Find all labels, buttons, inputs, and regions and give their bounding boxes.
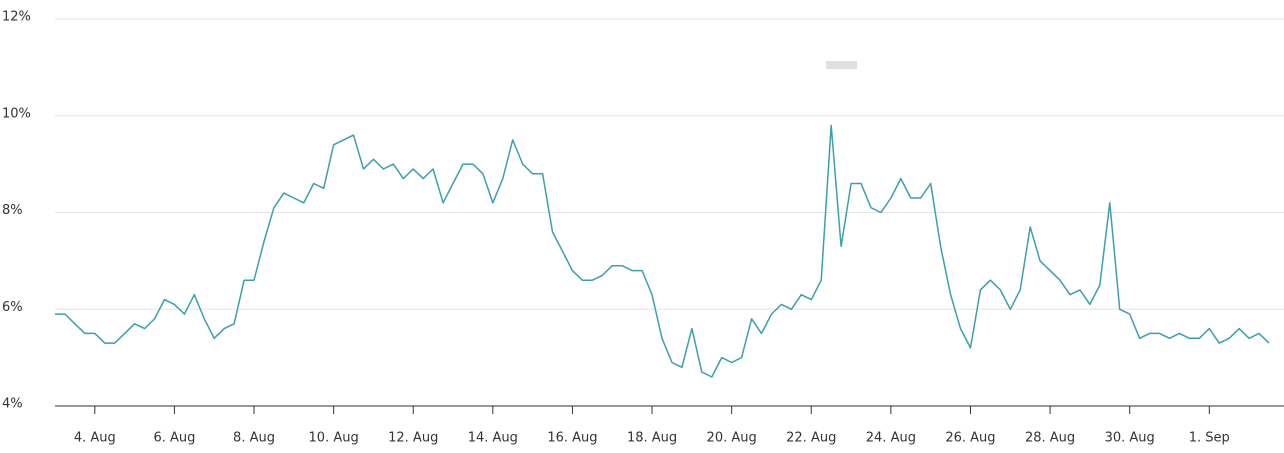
line [55,124,1270,378]
y-tick-label: 8% [2,203,23,218]
y-tick-label: 10% [2,106,31,121]
x-tick-label: 24. Aug [866,431,916,446]
x-tick-label: 28. Aug [1025,431,1075,446]
x-tick-label: 8. Aug [233,431,275,446]
x-tick-label: 18. Aug [627,431,677,446]
x-tick-label: 4. Aug [74,431,116,446]
x-tick-label: 16. Aug [547,431,597,446]
y-tick-label: 12% [2,10,31,25]
x-tick-label: 26. Aug [945,431,995,446]
y-tick-label: 4% [2,397,23,412]
x-tick-label: 10. Aug [309,431,359,446]
loading-placeholder [826,61,857,69]
x-tick-label: 6. Aug [153,431,195,446]
x-tick-label: 22. Aug [786,431,836,446]
x-tick-label: 1. Sep [1189,431,1230,446]
x-tick-label: 14. Aug [468,431,518,446]
x-tick-label: 20. Aug [707,431,757,446]
y-tick-label: 6% [2,300,23,315]
x-tick-label: 30. Aug [1105,431,1155,446]
x-tick-label: 12. Aug [388,431,438,446]
